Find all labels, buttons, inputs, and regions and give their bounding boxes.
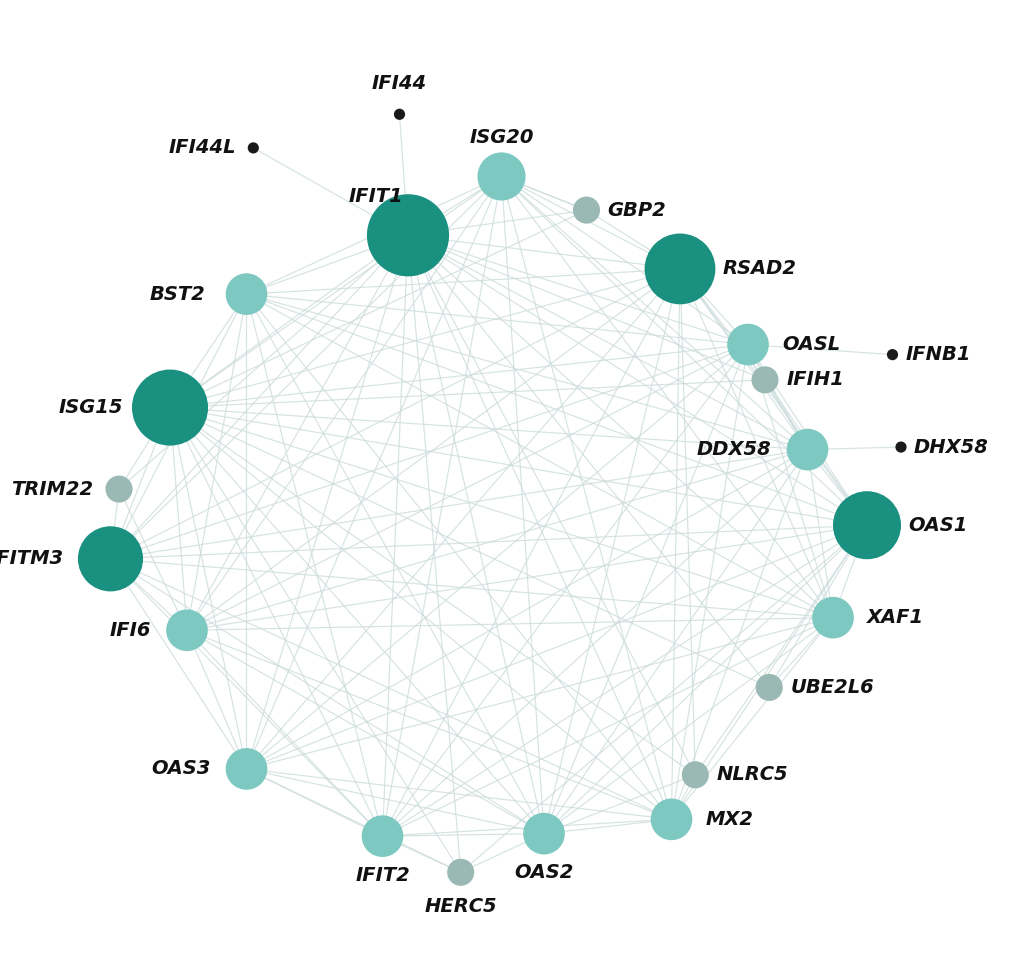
Point xyxy=(493,169,510,184)
Text: IFI6: IFI6 xyxy=(110,621,151,640)
Text: RSAD2: RSAD2 xyxy=(721,260,796,279)
Text: OAS3: OAS3 xyxy=(151,760,211,779)
Point xyxy=(756,372,772,387)
Point xyxy=(452,865,469,880)
Text: OAS2: OAS2 xyxy=(514,863,573,882)
Point xyxy=(238,762,255,777)
Point xyxy=(391,106,408,122)
Point xyxy=(178,623,195,638)
Point xyxy=(799,442,815,457)
Text: GBP2: GBP2 xyxy=(607,200,665,219)
Text: MX2: MX2 xyxy=(705,810,753,829)
Text: IFIT2: IFIT2 xyxy=(355,866,410,884)
Point xyxy=(824,610,841,626)
Point xyxy=(892,440,908,455)
Point xyxy=(245,140,261,155)
Point xyxy=(238,286,255,302)
Text: DHX58: DHX58 xyxy=(913,438,987,457)
Text: OASL: OASL xyxy=(782,335,840,354)
Point xyxy=(858,517,874,533)
Text: HERC5: HERC5 xyxy=(424,898,496,917)
Point xyxy=(687,767,703,783)
Text: NLRC5: NLRC5 xyxy=(716,765,788,785)
Text: IFI44: IFI44 xyxy=(372,75,427,93)
Point xyxy=(739,337,755,353)
Point xyxy=(102,551,118,566)
Text: BST2: BST2 xyxy=(150,285,206,304)
Text: ISG20: ISG20 xyxy=(469,128,533,148)
Text: IFI44L: IFI44L xyxy=(168,138,236,157)
Text: IFITM3: IFITM3 xyxy=(0,549,63,568)
Text: DDX58: DDX58 xyxy=(696,440,771,459)
Point xyxy=(578,202,594,217)
Text: OAS1: OAS1 xyxy=(907,515,966,535)
Text: ISG15: ISG15 xyxy=(59,399,123,417)
Text: IFIH1: IFIH1 xyxy=(786,371,844,389)
Text: IFNB1: IFNB1 xyxy=(905,345,970,364)
Point xyxy=(662,811,679,827)
Point xyxy=(111,482,127,497)
Point xyxy=(535,826,551,841)
Point xyxy=(399,228,416,243)
Point xyxy=(672,262,688,277)
Text: XAF1: XAF1 xyxy=(866,608,923,627)
Point xyxy=(883,347,900,362)
Point xyxy=(374,829,390,844)
Text: TRIM22: TRIM22 xyxy=(11,480,94,498)
Point xyxy=(162,399,178,415)
Point xyxy=(760,680,776,696)
Text: IFIT1: IFIT1 xyxy=(348,187,404,206)
Text: UBE2L6: UBE2L6 xyxy=(790,678,873,696)
